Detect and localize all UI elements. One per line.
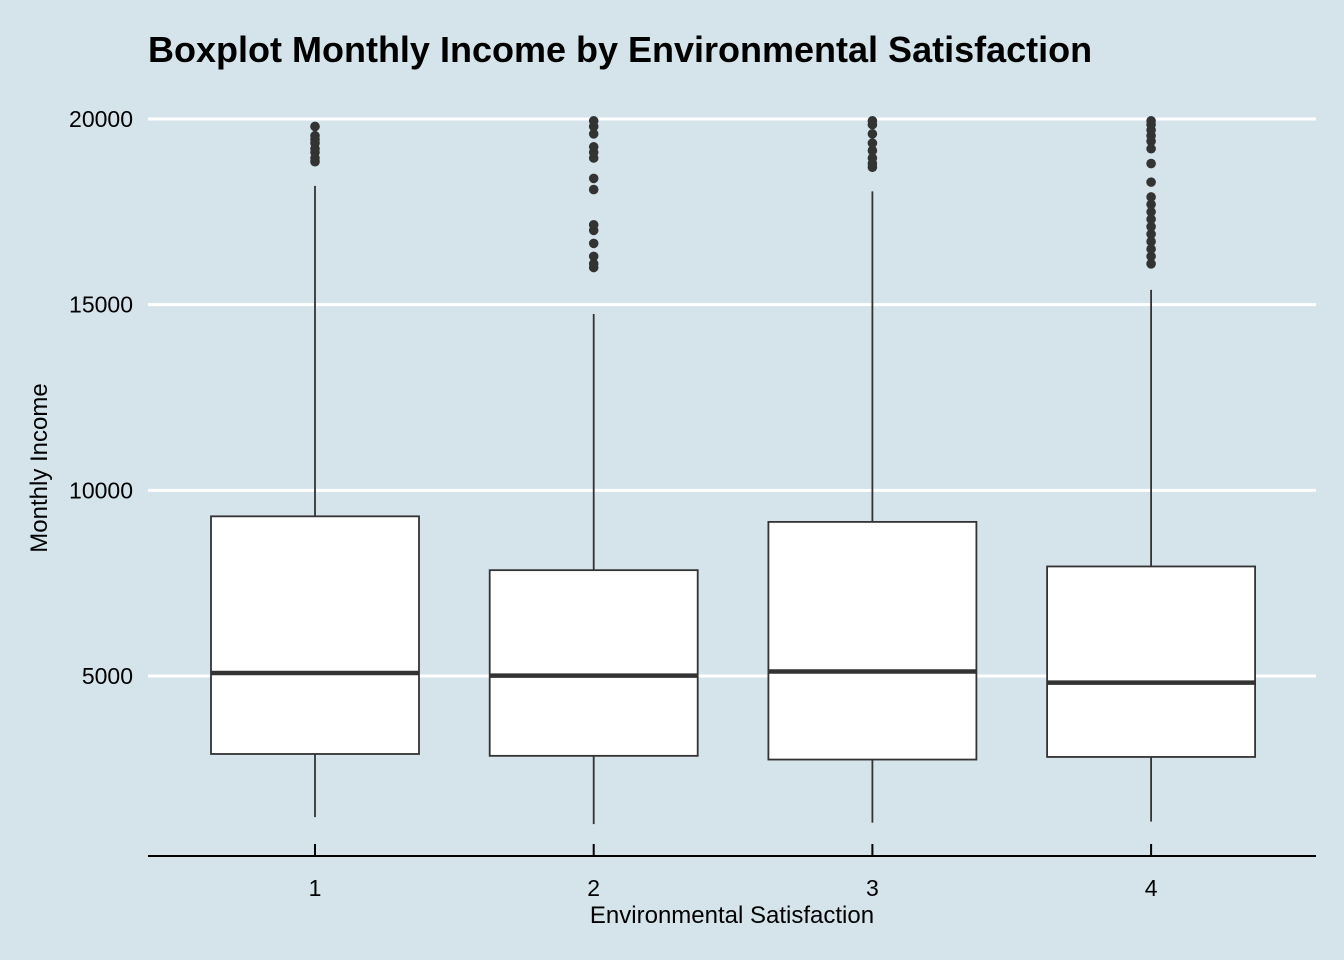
boxes [210,116,1256,825]
y-tick-label: 15000 [69,292,133,318]
iqr-box [488,569,699,757]
y-tick-label: 5000 [82,663,133,689]
iqr-box [210,515,420,755]
outlier-point [1146,199,1156,210]
outlier-point [867,116,878,126]
x-tick-label: 3 [866,875,879,901]
box-group-3 [767,116,978,823]
iqr-box [767,520,978,761]
outlier-point [1146,143,1156,154]
box-group-4 [1046,116,1256,822]
chart-title: Boxplot Monthly Income by Environmental … [148,29,1092,70]
outlier-point [588,259,599,269]
y-tick-label: 10000 [69,477,133,503]
x-tick-label: 4 [1145,875,1158,901]
outlier-point [588,142,599,152]
x-tick-label: 1 [309,875,322,901]
outlier-point [588,173,599,184]
outlier-point [867,138,878,148]
outlier-point [588,184,599,195]
x-axis-ticks: 1 2 3 4 [309,844,1158,901]
outlier-point [588,116,599,126]
box-group-2 [488,116,699,825]
iqr-box [1046,565,1256,758]
y-axis-ticks: 5000 10000 15000 20000 [69,106,133,689]
outlier-point [1146,116,1156,126]
outlier-point [588,238,599,249]
outlier-point [310,130,320,141]
x-axis-title: Environmental Satisfaction [590,902,874,929]
outlier-point [1146,259,1156,269]
y-tick-label: 20000 [69,106,133,132]
outlier-point [1146,221,1156,232]
outlier-point [867,129,878,139]
outlier-point [1146,214,1156,225]
outlier-point [1146,244,1156,254]
outlier-point [588,220,599,230]
outlier-point [1146,229,1156,239]
outlier-point [1146,177,1156,187]
outlier-point [867,153,878,163]
outlier-point [1146,236,1156,247]
outlier-point [588,251,599,262]
outlier-point [310,121,320,132]
outlier-point [1146,158,1156,169]
outlier-point [1146,207,1156,217]
outlier-point [867,145,878,156]
y-axis-title: Monthly Income [26,383,53,552]
outlier-point [1146,192,1156,202]
outlier-point [1146,251,1156,262]
outlier-point [588,129,599,139]
x-tick-label: 2 [587,875,600,901]
box-group-1 [210,121,420,818]
